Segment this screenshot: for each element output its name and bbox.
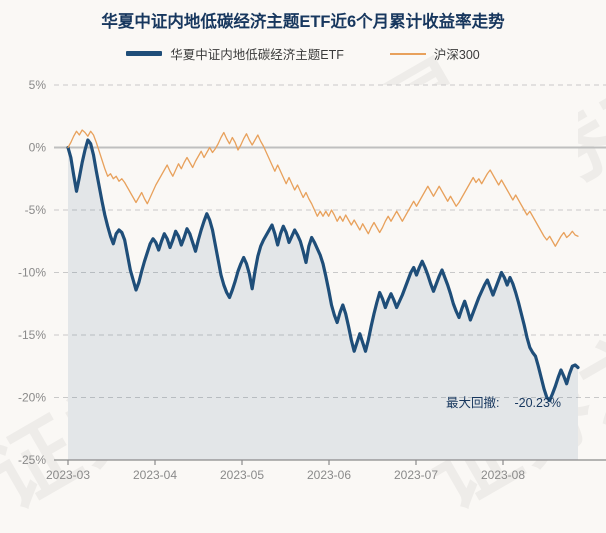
legend-item-etf[interactable]: 华夏中证内地低碳经济主题ETF [126, 44, 344, 63]
series-line-csi300 [67, 129, 579, 247]
y-axis-tick-label: -5% [25, 203, 47, 217]
x-axis-tick-label: 2023-05 [220, 468, 264, 482]
x-axis-tick-label: 2023-07 [394, 468, 438, 482]
series-line-etf [66, 138, 580, 402]
x-axis-tick-label: 2023-04 [133, 468, 177, 482]
legend-swatch-csi300-icon [389, 52, 426, 55]
max-drawdown-annotation: 最大回撤: -20.23% [446, 392, 561, 411]
chart-title: 华夏中证内地低碳经济主题ETF近6个月累计收益率走势 [101, 13, 505, 31]
x-axis-tick-label: 2023-08 [481, 468, 525, 482]
y-axis-tick-label: -25% [18, 453, 46, 467]
y-axis-tick-label: -15% [18, 328, 46, 342]
legend-label-csi300: 沪深300 [433, 48, 480, 62]
max-drawdown-value: -20.23% [514, 396, 562, 410]
max-drawdown-label: 最大回撤: [446, 396, 500, 410]
y-axis-tick-label: 0% [29, 141, 47, 155]
legend-item-csi300[interactable]: 沪深300 [389, 44, 480, 63]
chart-legend: 华夏中证内地低碳经济主题ETF 沪深300 [0, 44, 606, 63]
legend-swatch-etf-icon [126, 51, 163, 56]
y-axis-tick-label: -10% [18, 266, 46, 280]
y-axis-tick-label: -20% [18, 391, 46, 405]
plot-area: 5% 0% -5% -10% -15% -20% -25%2023-03 2023-04 202… [18, 78, 606, 482]
y-axis-tick-label: 5% [29, 78, 47, 92]
x-axis-tick-label: 2023-03 [46, 468, 90, 482]
x-axis-tick-label: 2023-06 [307, 468, 351, 482]
legend-label-etf: 华夏中证内地低碳经济主题ETF [170, 48, 344, 62]
